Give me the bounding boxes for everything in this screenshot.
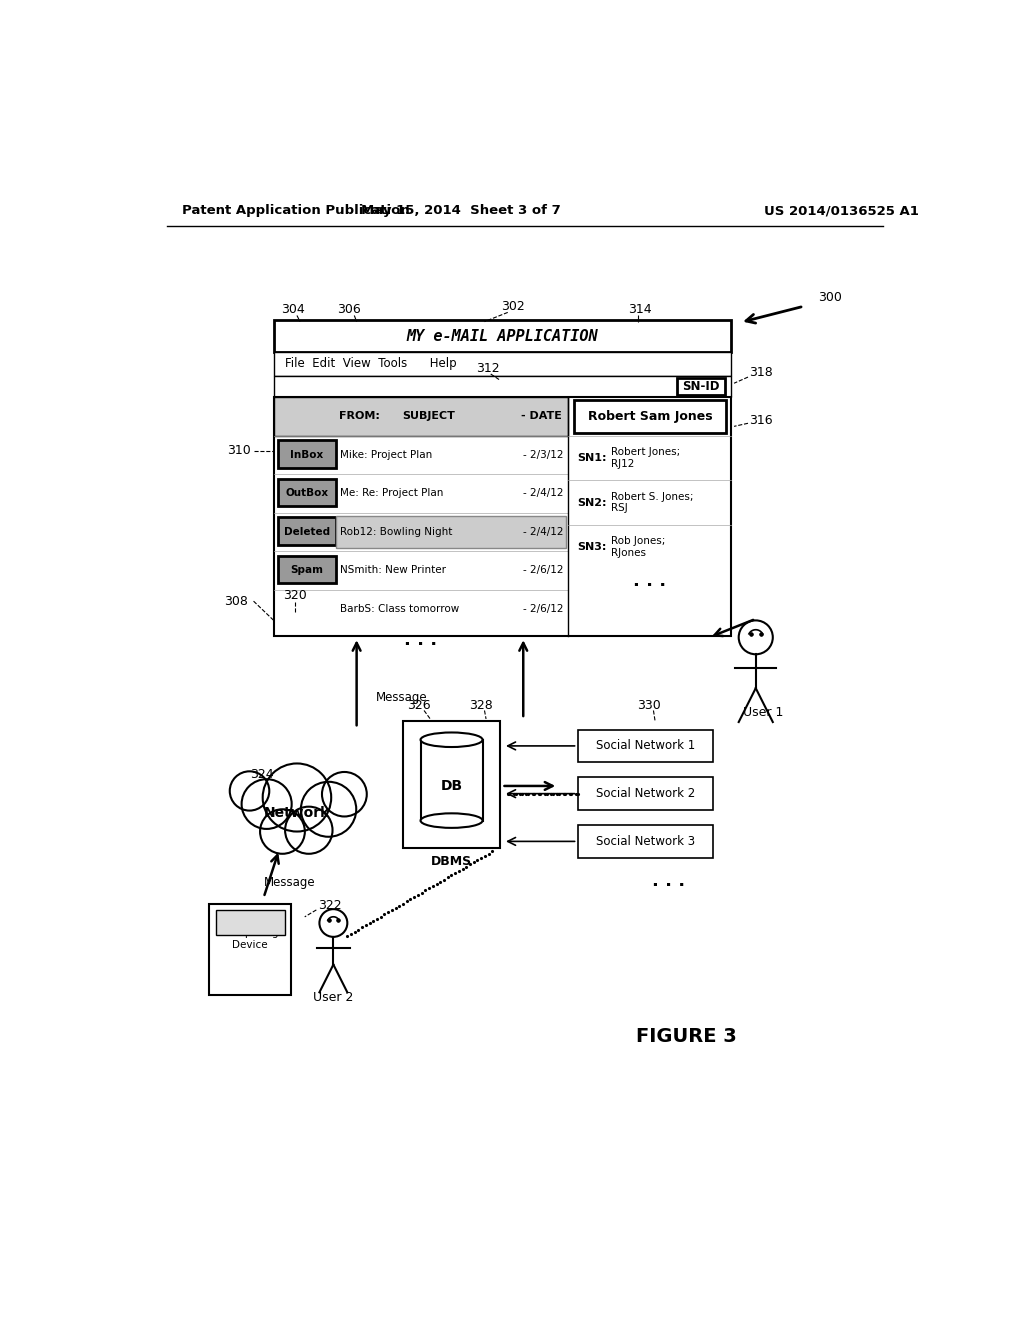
Circle shape (301, 781, 356, 837)
Text: Social Network 3: Social Network 3 (596, 834, 695, 847)
Circle shape (242, 779, 292, 829)
Text: 324: 324 (251, 768, 274, 781)
Text: Robert Sam Jones: Robert Sam Jones (588, 409, 713, 422)
Ellipse shape (421, 733, 482, 747)
Text: Social Network 2: Social Network 2 (596, 787, 695, 800)
Bar (578, 825, 713, 858)
Bar (273, 397, 731, 636)
Text: 302: 302 (502, 300, 525, 313)
Circle shape (322, 772, 367, 817)
Text: 320: 320 (283, 589, 306, 602)
Text: - 2/4/12: - 2/4/12 (523, 488, 563, 499)
Bar (209, 904, 291, 995)
Text: 330: 330 (637, 698, 660, 711)
Text: SUBJECT: SUBJECT (402, 412, 456, 421)
Text: OutBox: OutBox (286, 488, 329, 499)
Text: - 2/4/12: - 2/4/12 (523, 527, 563, 537)
Text: Spam: Spam (291, 565, 324, 576)
Text: MY e-MAIL APPLICATION: MY e-MAIL APPLICATION (407, 329, 598, 343)
Text: User 1: User 1 (743, 706, 783, 719)
Text: Rob12: Bowling Night: Rob12: Bowling Night (340, 527, 453, 537)
Text: - 2/3/12: - 2/3/12 (523, 450, 563, 459)
Circle shape (285, 807, 333, 854)
Bar (278, 517, 337, 545)
Text: US 2014/0136525 A1: US 2014/0136525 A1 (764, 205, 919, 218)
Text: 310: 310 (226, 445, 251, 458)
Text: 326: 326 (407, 698, 430, 711)
Bar (216, 909, 285, 935)
Text: . . .: . . . (652, 871, 685, 890)
Text: SN2:: SN2: (578, 498, 607, 508)
Text: BarbS: Class tomorrow: BarbS: Class tomorrow (340, 603, 460, 614)
Text: 306: 306 (337, 302, 360, 315)
Text: Patent Application Publication: Patent Application Publication (182, 205, 410, 218)
Text: Robert S. Jones;
RSJ: Robert S. Jones; RSJ (611, 492, 693, 513)
Text: NSmith: New Printer: NSmith: New Printer (340, 565, 446, 576)
Bar (278, 479, 337, 507)
Text: - 2/6/12: - 2/6/12 (523, 603, 563, 614)
Text: 312: 312 (476, 362, 500, 375)
Bar (578, 730, 713, 762)
Text: - DATE: - DATE (521, 412, 562, 421)
Bar (273, 321, 731, 352)
Text: 308: 308 (224, 594, 248, 607)
Text: Computing
Device: Computing Device (221, 928, 279, 950)
Text: 314: 314 (628, 302, 651, 315)
Bar (337, 516, 566, 548)
Text: SN3:: SN3: (578, 543, 607, 552)
Text: . . .: . . . (633, 572, 667, 590)
Text: - 2/6/12: - 2/6/12 (523, 565, 563, 576)
Text: 300: 300 (818, 290, 842, 304)
Text: Robert Jones;
RJ12: Robert Jones; RJ12 (611, 447, 680, 469)
Text: Network: Network (264, 807, 330, 820)
Text: Me: Re: Project Plan: Me: Re: Project Plan (340, 488, 443, 499)
Bar (278, 556, 337, 583)
Circle shape (260, 809, 305, 854)
Ellipse shape (421, 813, 482, 828)
Text: DB: DB (440, 779, 463, 793)
Text: Deleted: Deleted (284, 527, 330, 537)
Text: 322: 322 (317, 899, 341, 912)
Text: Rob Jones;
RJones: Rob Jones; RJones (611, 536, 666, 558)
Bar (273, 397, 568, 436)
Text: Social Network 1: Social Network 1 (596, 739, 695, 752)
Text: 318: 318 (750, 366, 773, 379)
Bar (677, 378, 725, 395)
Text: File  Edit  View  Tools      Help: File Edit View Tools Help (286, 358, 457, 371)
Bar (273, 376, 731, 397)
Text: User 2: User 2 (313, 991, 353, 1005)
Circle shape (229, 771, 269, 810)
Text: SN-ID: SN-ID (682, 380, 720, 393)
Circle shape (263, 763, 331, 832)
Text: . . .: . . . (404, 631, 437, 648)
Text: 304: 304 (282, 302, 305, 315)
Text: DBMS: DBMS (431, 855, 472, 869)
Text: InBox: InBox (291, 450, 324, 459)
Text: 316: 316 (750, 413, 773, 426)
Text: FROM:: FROM: (339, 412, 380, 421)
Bar (574, 400, 726, 433)
Bar (403, 721, 500, 847)
Bar (278, 441, 337, 469)
Text: FIGURE 3: FIGURE 3 (636, 1027, 736, 1045)
Bar (421, 739, 482, 821)
Text: Mike: Project Plan: Mike: Project Plan (340, 450, 432, 459)
Text: Message: Message (376, 690, 428, 704)
Text: SN1:: SN1: (578, 453, 607, 463)
Text: 328: 328 (469, 698, 493, 711)
Text: May 15, 2014  Sheet 3 of 7: May 15, 2014 Sheet 3 of 7 (361, 205, 561, 218)
Text: Message: Message (263, 875, 315, 888)
Bar (578, 777, 713, 809)
Bar (273, 352, 731, 376)
